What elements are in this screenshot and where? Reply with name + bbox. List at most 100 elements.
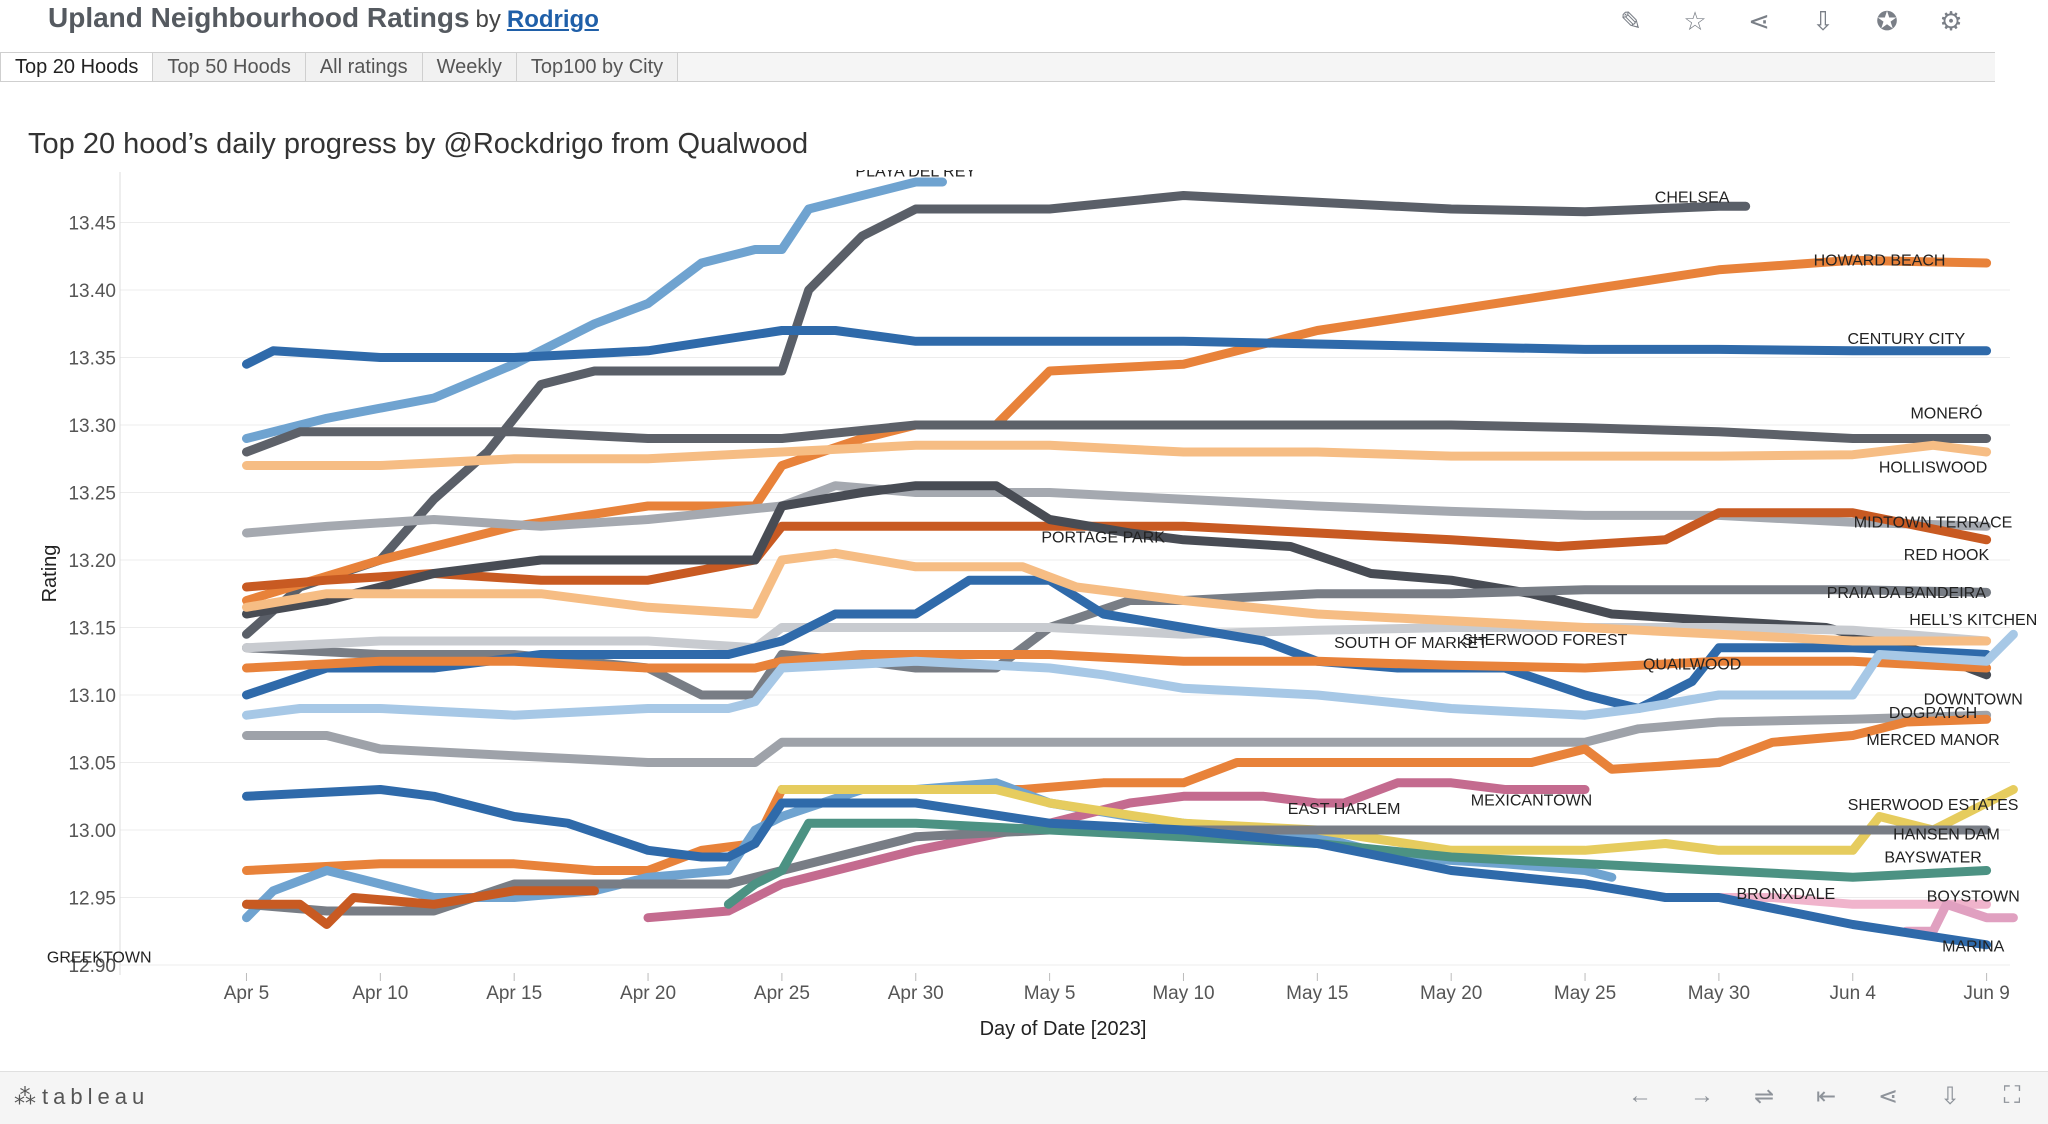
dashboard-title: Upland Neighbourhood Ratings by Rodrigo (48, 2, 599, 34)
x-tick-label: Apr 25 (754, 983, 810, 1004)
footer-nav: ← → ⇌ ⇤ ⋖ ⇩ ⛶ (1624, 1082, 2028, 1111)
share-icon[interactable]: ⋖ (1877, 1083, 1899, 1110)
series-line-mexicantown[interactable] (643, 778, 1590, 923)
series-line-midtown-terrace[interactable] (242, 481, 1992, 538)
y-axis-label: Rating (39, 545, 61, 603)
series-labels: PLAYA DEL REY CHELSEA HOWARD BEACH CENTURY … (47, 170, 2037, 966)
x-tick-label: May 10 (1152, 983, 1214, 1004)
tab-top100-by-city[interactable]: Top100 by City (516, 53, 679, 81)
by-text: by (475, 6, 501, 33)
series-label: PLAYA DEL REY (855, 170, 976, 181)
series-line-greektown[interactable] (242, 886, 599, 929)
x-axis-label: Day of Date [2023] (980, 1018, 1147, 1040)
viz-title: Top 20 hood’s daily progress by @Rockdri… (28, 128, 809, 160)
x-tick-label: Apr 20 (620, 983, 676, 1004)
x-tick-label: Jun 9 (1963, 983, 2009, 1004)
series-label: QUAILWOOD (1643, 656, 1741, 673)
gear-icon[interactable]: ⚙ (1939, 6, 1963, 36)
edit-icon[interactable]: ✎ (1620, 6, 1642, 36)
y-tick-label: 13.25 (68, 484, 116, 505)
series-line-hell-s-kitchen[interactable] (242, 623, 1992, 653)
series-label: MONERÓ (1910, 403, 1982, 422)
x-tick-label: May 5 (1024, 983, 1076, 1004)
tab-bar: Top 20 Hoods Top 50 Hoods All ratings We… (0, 52, 1995, 82)
x-tick-label: May 30 (1688, 983, 1750, 1004)
series-label: DOGPATCH (1889, 705, 1977, 722)
series-line-merced-manor[interactable] (242, 714, 1992, 875)
series-label: BAYSWATER (1884, 849, 1982, 866)
series-label: HOWARD BEACH (1814, 253, 1946, 270)
series-label: MIDTOWN TERRACE (1854, 515, 2013, 532)
y-tick-label: 13.20 (68, 551, 116, 572)
x-tick-label: Jun 4 (1830, 983, 1877, 1004)
undo-icon[interactable]: ← (1628, 1082, 1652, 1109)
reset-icon[interactable]: ⇤ (1815, 1083, 1837, 1110)
series-label: MARINA (1942, 939, 2005, 956)
y-tick-label: 13.00 (68, 821, 116, 842)
series-label: PORTAGE PARK (1041, 529, 1165, 546)
x-tick-label: Apr 15 (486, 983, 542, 1004)
series-label: PRAIA DA BANDEIRA (1827, 585, 1986, 602)
fullscreen-icon[interactable]: ⛶ (2003, 1082, 2021, 1109)
series-line-quailwood[interactable] (242, 548, 1992, 646)
series-line-downtown[interactable] (242, 629, 2018, 720)
series-line-chelsea[interactable] (242, 191, 1751, 639)
y-tick-label: 13.40 (68, 281, 116, 302)
download-icon[interactable]: ⇩ (1939, 1083, 1961, 1110)
series-label: SHERWOOD ESTATES (1848, 797, 2019, 814)
series-line-marina[interactable] (242, 785, 1992, 950)
tab-top-50-hoods[interactable]: Top 50 Hoods (153, 53, 306, 81)
series-label: MERCED MANOR (1866, 732, 1999, 749)
line-chart[interactable]: 12.90 12.95 13.00 13.05 13.10 13.15 13.20 13.25… (0, 170, 2048, 1050)
badge-icon[interactable]: ✪ (1876, 6, 1898, 36)
series-label: BRONXDALE (1736, 886, 1835, 903)
series-line-south-of-market[interactable] (242, 575, 1992, 713)
series-line-moner-[interactable] (242, 420, 1992, 457)
series-label: HANSEN DAM (1893, 826, 2000, 843)
star-icon[interactable]: ☆ (1683, 6, 1707, 36)
dashboard-header: Upland Neighbourhood Ratings by Rodrigo ✎ … (0, 0, 2048, 52)
author-link[interactable]: Rodrigo (506, 6, 599, 33)
x-tick-label: May 25 (1554, 983, 1616, 1004)
tab-weekly[interactable]: Weekly (422, 53, 517, 81)
revert-icon[interactable]: ⇌ (1753, 1083, 1775, 1110)
y-tick-label: 13.10 (68, 686, 116, 707)
download-icon[interactable]: ⇩ (1812, 6, 1834, 36)
tableau-logo-text: tableau (42, 1084, 150, 1109)
series-line-playa-del-rey[interactable] (242, 177, 947, 443)
series-lines (242, 177, 2018, 950)
series-label: SHERWOOD FOREST (1462, 632, 1627, 649)
x-tick-label: Apr 10 (352, 983, 408, 1004)
series-label: DOWNTOWN (1924, 691, 2023, 708)
series-label: HELL’S KITCHEN (1909, 612, 2037, 629)
series-line-century-city[interactable] (242, 326, 1992, 369)
series-label: MEXICANTOWN (1471, 793, 1592, 810)
series-line-bayswater[interactable] (723, 818, 1992, 909)
toolbar: ✎ ☆ ⋖ ⇩ ✪ ⚙ (1614, 4, 1968, 38)
series-label: GREEKTOWN (47, 949, 152, 966)
series-line-sherwood-forest[interactable] (242, 650, 1992, 673)
y-tick-label: 12.90 (68, 956, 116, 977)
redo-icon[interactable]: → (1690, 1082, 1714, 1109)
tableau-logo[interactable]: ⁂ tableau (14, 1084, 149, 1110)
title-text: Upland Neighbourhood Ratings (48, 2, 470, 33)
series-line-portage-park[interactable] (242, 481, 1992, 680)
tableau-footer: ⁂ tableau ← → ⇌ ⇤ ⋖ ⇩ ⛶ (0, 1071, 2048, 1124)
y-tick-label: 13.35 (68, 349, 116, 370)
tab-all-ratings[interactable]: All ratings (305, 53, 423, 81)
series-label: EAST HARLEM (1288, 801, 1401, 818)
x-tick-label: Apr 5 (224, 983, 269, 1004)
series-label: HOLLISWOOD (1879, 459, 1987, 476)
series-line-red-hook[interactable] (242, 508, 1992, 592)
tab-top-20-hoods[interactable]: Top 20 Hoods (0, 53, 154, 81)
series-label: SOUTH OF MARKET (1334, 635, 1488, 652)
series-line-holliswood[interactable] (242, 440, 1992, 470)
share-icon[interactable]: ⋖ (1748, 6, 1770, 36)
series-label: RED HOOK (1904, 547, 1990, 564)
series-line-dogpatch[interactable] (242, 710, 1992, 767)
x-tick-label: May 15 (1286, 983, 1348, 1004)
series-label: CHELSEA (1655, 189, 1730, 206)
y-tick-label: 13.45 (68, 214, 116, 235)
series-label: CENTURY CITY (1847, 331, 1965, 348)
y-tick-label: 13.05 (68, 754, 116, 775)
